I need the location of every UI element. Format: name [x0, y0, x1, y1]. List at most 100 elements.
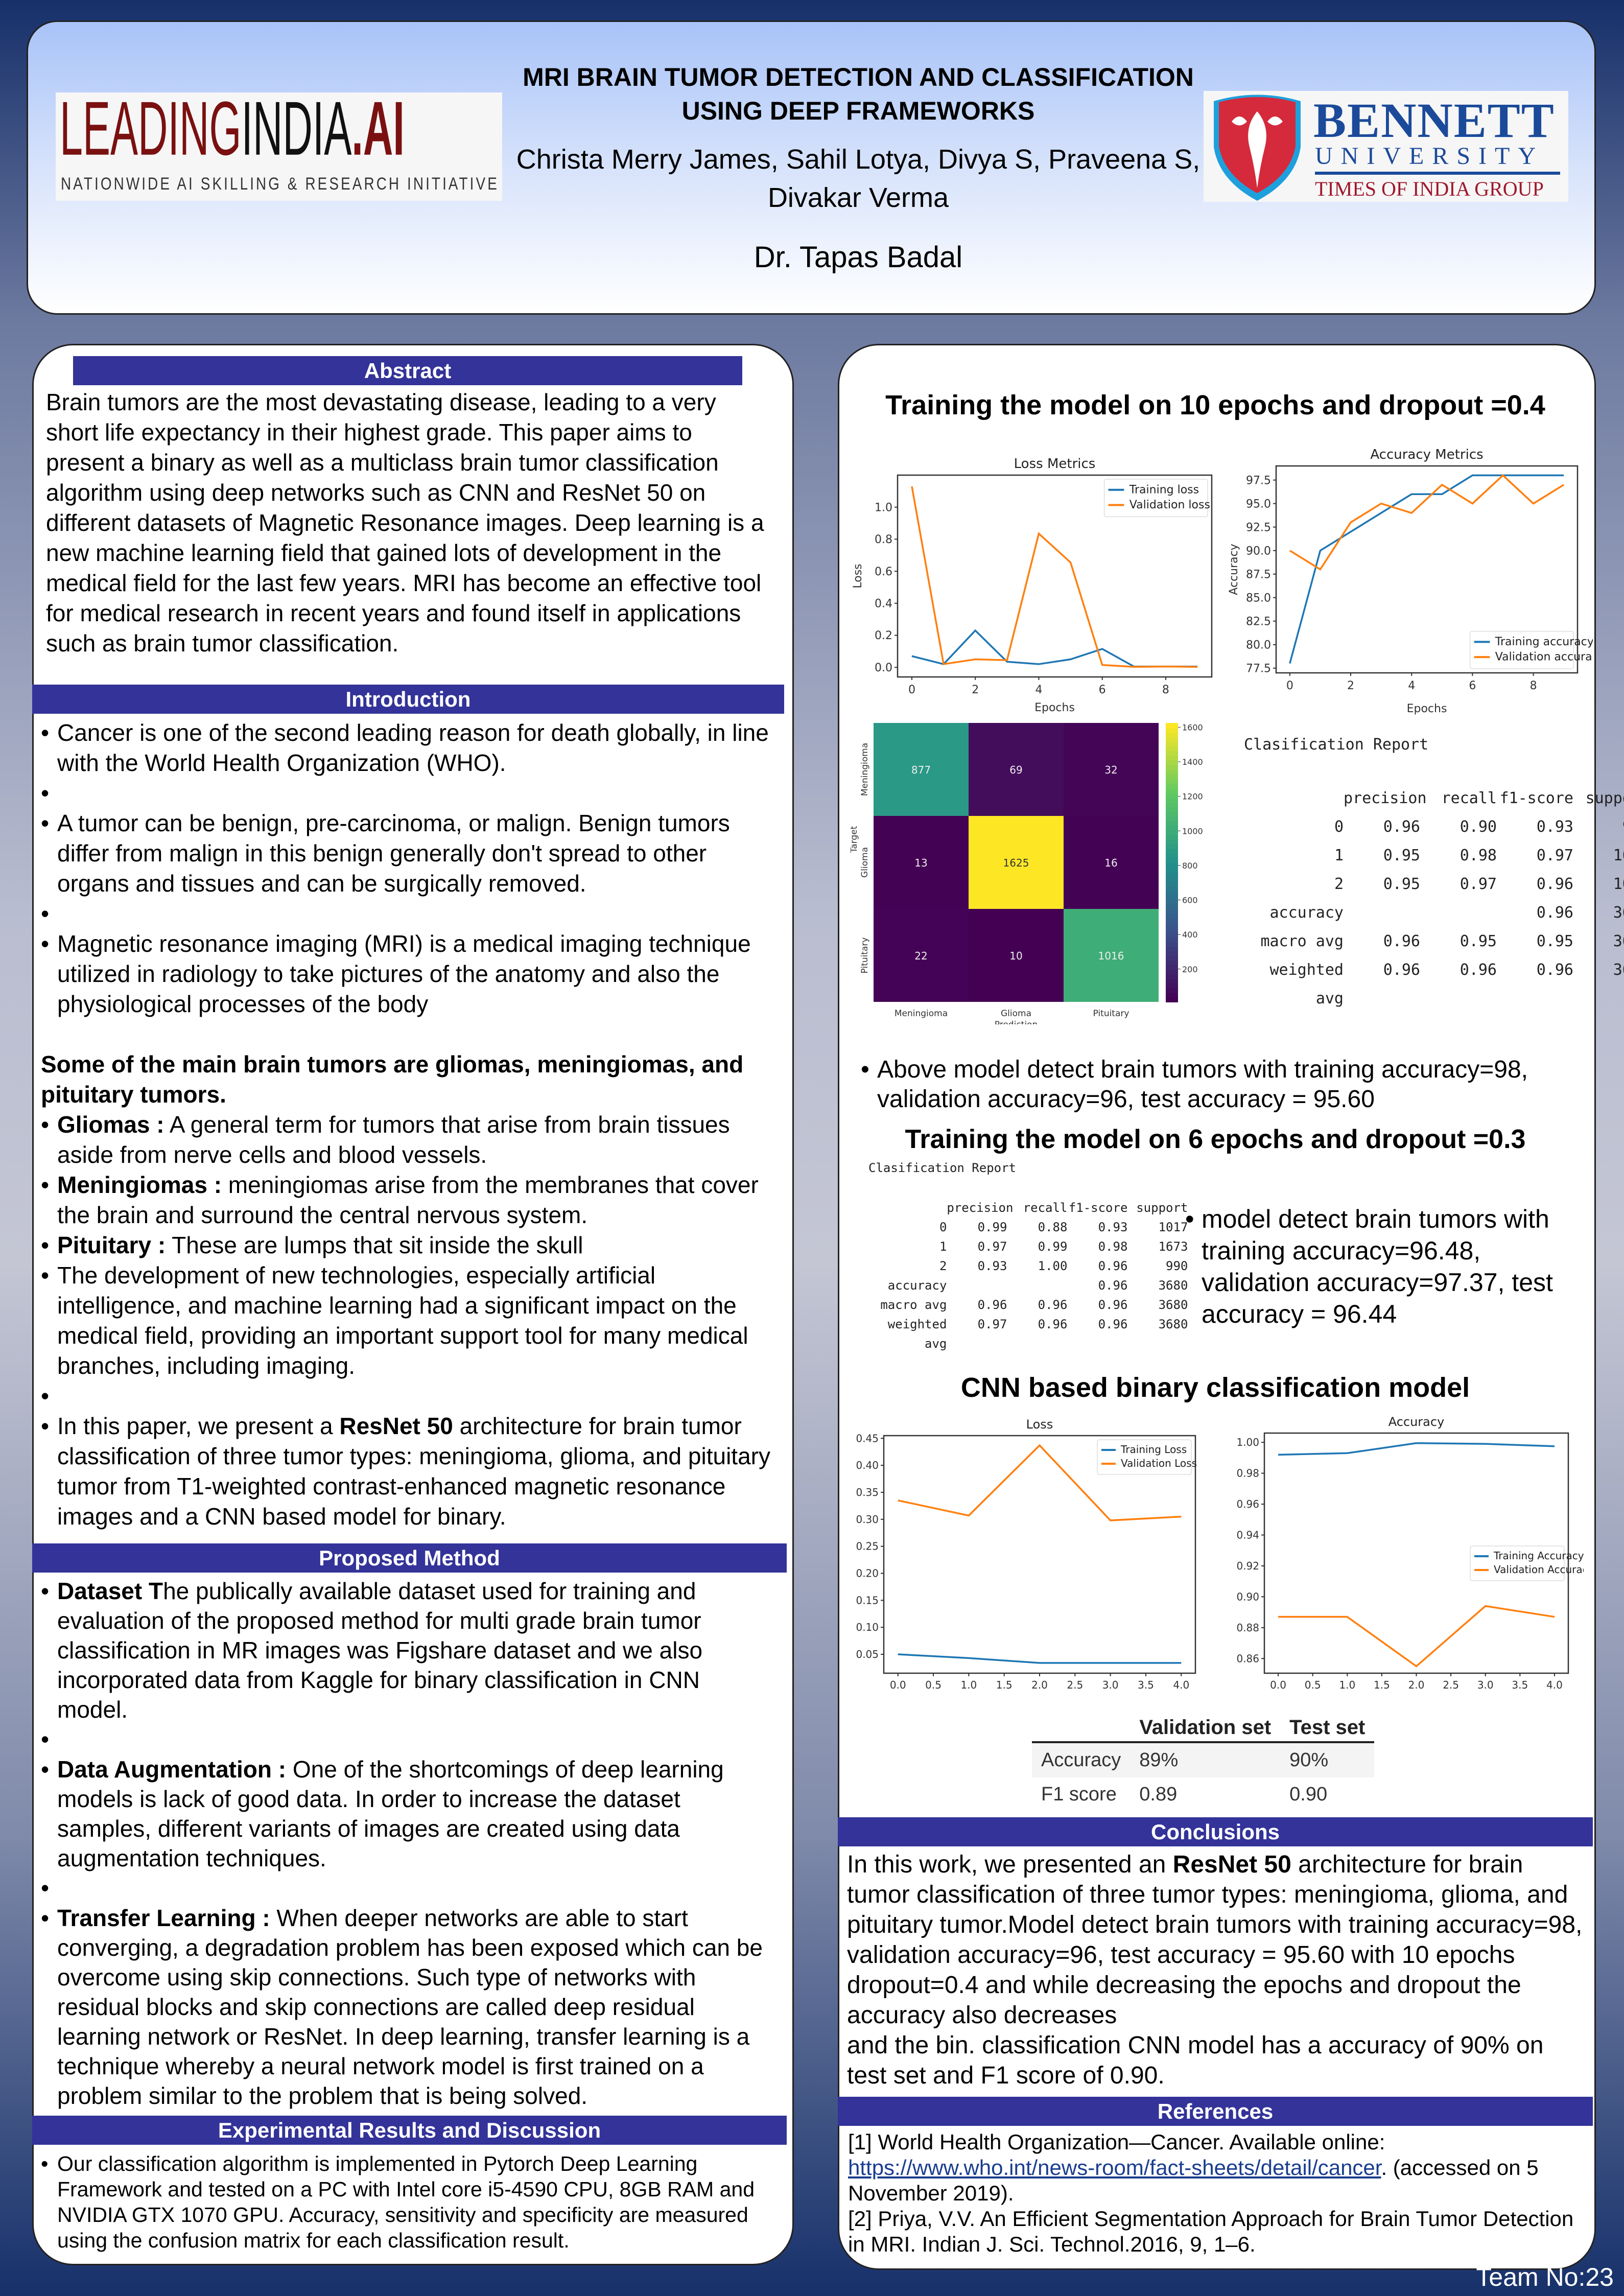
- y-tick-label: 77.5: [1246, 662, 1271, 675]
- report-cell: 0.96: [977, 1298, 1007, 1312]
- colorbar-segment: [1166, 983, 1178, 989]
- experimental-text: Our classification algorithm is implemen…: [41, 2151, 756, 2253]
- cnn-results-table: Validation set Test set Accuracy 89% 90% F1 s…: [1032, 1714, 1375, 1812]
- colorbar-segment: [1166, 895, 1178, 900]
- report-cell: 0.93: [1098, 1220, 1128, 1234]
- x-tick-label: 0: [1286, 680, 1293, 692]
- colorbar-segment: [1166, 839, 1178, 845]
- colorbar-segment: [1166, 737, 1178, 742]
- chart-title: Accuracy: [1388, 1415, 1445, 1429]
- legend-box: [1097, 1439, 1192, 1475]
- colorbar-segment: [1166, 764, 1178, 770]
- term: Transfer Learning :: [57, 1905, 270, 1931]
- summary-text: model detect brain tumors with training …: [1185, 1203, 1579, 1330]
- logo-sub: UNIVERSITY: [1315, 143, 1544, 170]
- colorbar-segment: [1166, 848, 1178, 854]
- report-column-header: f1-score: [1068, 1201, 1128, 1215]
- chart-title: Loss: [1026, 1417, 1053, 1432]
- y-tick-label: 0.92: [1236, 1560, 1259, 1572]
- intro-bullet: In this paper, we present a ResNet 50 ar…: [41, 1411, 776, 1532]
- tumor-types: Gliomas : A general term for tumors that…: [41, 1110, 776, 1532]
- y-tick-label: 0.25: [856, 1540, 879, 1553]
- heatmap-cell: [874, 909, 969, 1002]
- heatmap-cell-value: 16: [1104, 857, 1117, 869]
- intro-bullet: The development of new technologies, esp…: [41, 1260, 776, 1381]
- table-cell: 90%: [1280, 1742, 1375, 1777]
- model-name: ResNet 50: [339, 1413, 453, 1439]
- heatmap-cell: [1064, 816, 1159, 909]
- colorbar-segment: [1166, 974, 1178, 979]
- y-tick-label: Glioma: [860, 847, 870, 878]
- plot-frame: [1275, 465, 1579, 674]
- x-tick-label: 0: [908, 684, 915, 696]
- y-tick-label: 0.86: [1236, 1652, 1259, 1665]
- y-tick-label: 0.6: [875, 566, 892, 578]
- x-tick-label: 0.5: [1305, 1679, 1321, 1691]
- heatmap-cell-value: 1016: [1098, 950, 1124, 962]
- plot-frame: [1263, 1432, 1569, 1674]
- report-cell: 1: [939, 1239, 947, 1254]
- y-tick-label: 0.8: [875, 533, 892, 546]
- colorbar-segment: [1166, 876, 1178, 882]
- y-tick-label: Pituitary: [860, 938, 870, 974]
- report-cell: 0.96: [1038, 1298, 1068, 1312]
- spacer: [41, 1873, 766, 1903]
- y-axis-label: Loss: [852, 564, 864, 588]
- table-cell: 89%: [1130, 1742, 1281, 1777]
- colorbar-segment: [1166, 950, 1178, 956]
- table-row: Accuracy 89% 90%: [1032, 1742, 1375, 1777]
- spacer: [41, 778, 776, 808]
- x-tick-label: 6: [1469, 680, 1476, 692]
- classification-report-10-epochs: Clasification Report precision recall f1-s…: [1244, 736, 1624, 1013]
- y-tick-label: 0.30: [856, 1513, 879, 1526]
- x-axis-label: Epochs: [1034, 701, 1075, 714]
- report-cell: [947, 1276, 1007, 1295]
- report-cell: 0: [1334, 818, 1344, 836]
- x-tick-label: 0.0: [1270, 1679, 1286, 1691]
- y-tick-label: 0.2: [875, 629, 892, 642]
- report-cell: 0.96: [1536, 904, 1573, 922]
- colorbar-segment: [1166, 927, 1178, 933]
- text: . (accessed on 5 November 2019).: [848, 2156, 1539, 2205]
- colorbar-segment: [1166, 872, 1178, 877]
- legend-label: Training accuracy: [1495, 636, 1593, 648]
- report-cell: 3680: [1158, 1317, 1188, 1331]
- series-line-training-accuracy: [1289, 474, 1564, 664]
- colorbar-tick-label: 800: [1182, 861, 1198, 871]
- logo-divider: [1315, 172, 1560, 175]
- colorbar-segment: [1166, 830, 1178, 835]
- report-title: Clasification Report: [868, 1161, 1016, 1175]
- definition: meningiomas arise from the membranes tha…: [57, 1172, 759, 1228]
- colorbar-segment: [1166, 890, 1178, 896]
- y-tick-label: 0.4: [875, 597, 892, 610]
- x-tick-label: 4.0: [1173, 1679, 1189, 1691]
- method-item-augmentation: Data Augmentation : One of the shortcomi…: [41, 1754, 766, 1873]
- authors-line: Christa Merry James, Sahil Lotya, Divya …: [516, 144, 1201, 175]
- report-column-header: f1-score: [1499, 789, 1574, 807]
- report-cell: 3680: [1158, 1298, 1188, 1312]
- y-tick-label: Meningioma: [860, 743, 870, 796]
- colorbar-segment: [1166, 853, 1178, 858]
- method-body: Dataset The publically available dataset…: [41, 1576, 766, 2111]
- colorbar-segment: [1166, 899, 1178, 905]
- table-cell: 0.90: [1289, 1784, 1328, 1805]
- logo-part: INDIA: [241, 92, 352, 172]
- report-cell: 0.96: [1098, 1298, 1128, 1312]
- summary-text: Above model detect brain tumors with tra…: [861, 1055, 1576, 1114]
- x-tick-label: 2.0: [1408, 1679, 1425, 1691]
- legend-label: Training Accuracy: [1493, 1550, 1584, 1562]
- term: Data Augmentation :: [57, 1756, 287, 1783]
- y-tick-label: 0.35: [856, 1486, 879, 1498]
- report-cell: macro avg: [880, 1298, 947, 1312]
- colorbar-segment: [1166, 918, 1178, 924]
- reference-link[interactable]: https://www.who.int/news-room/fact-sheet…: [848, 2156, 1381, 2180]
- colorbar-segment: [1166, 969, 1178, 975]
- report-cell: 0.99: [1038, 1239, 1068, 1254]
- column-header: Test set: [1280, 1714, 1375, 1743]
- x-tick-label: 8: [1162, 684, 1169, 696]
- legend-label: Validation Loss: [1121, 1457, 1197, 1469]
- colorbar-tick-label: 200: [1182, 965, 1198, 974]
